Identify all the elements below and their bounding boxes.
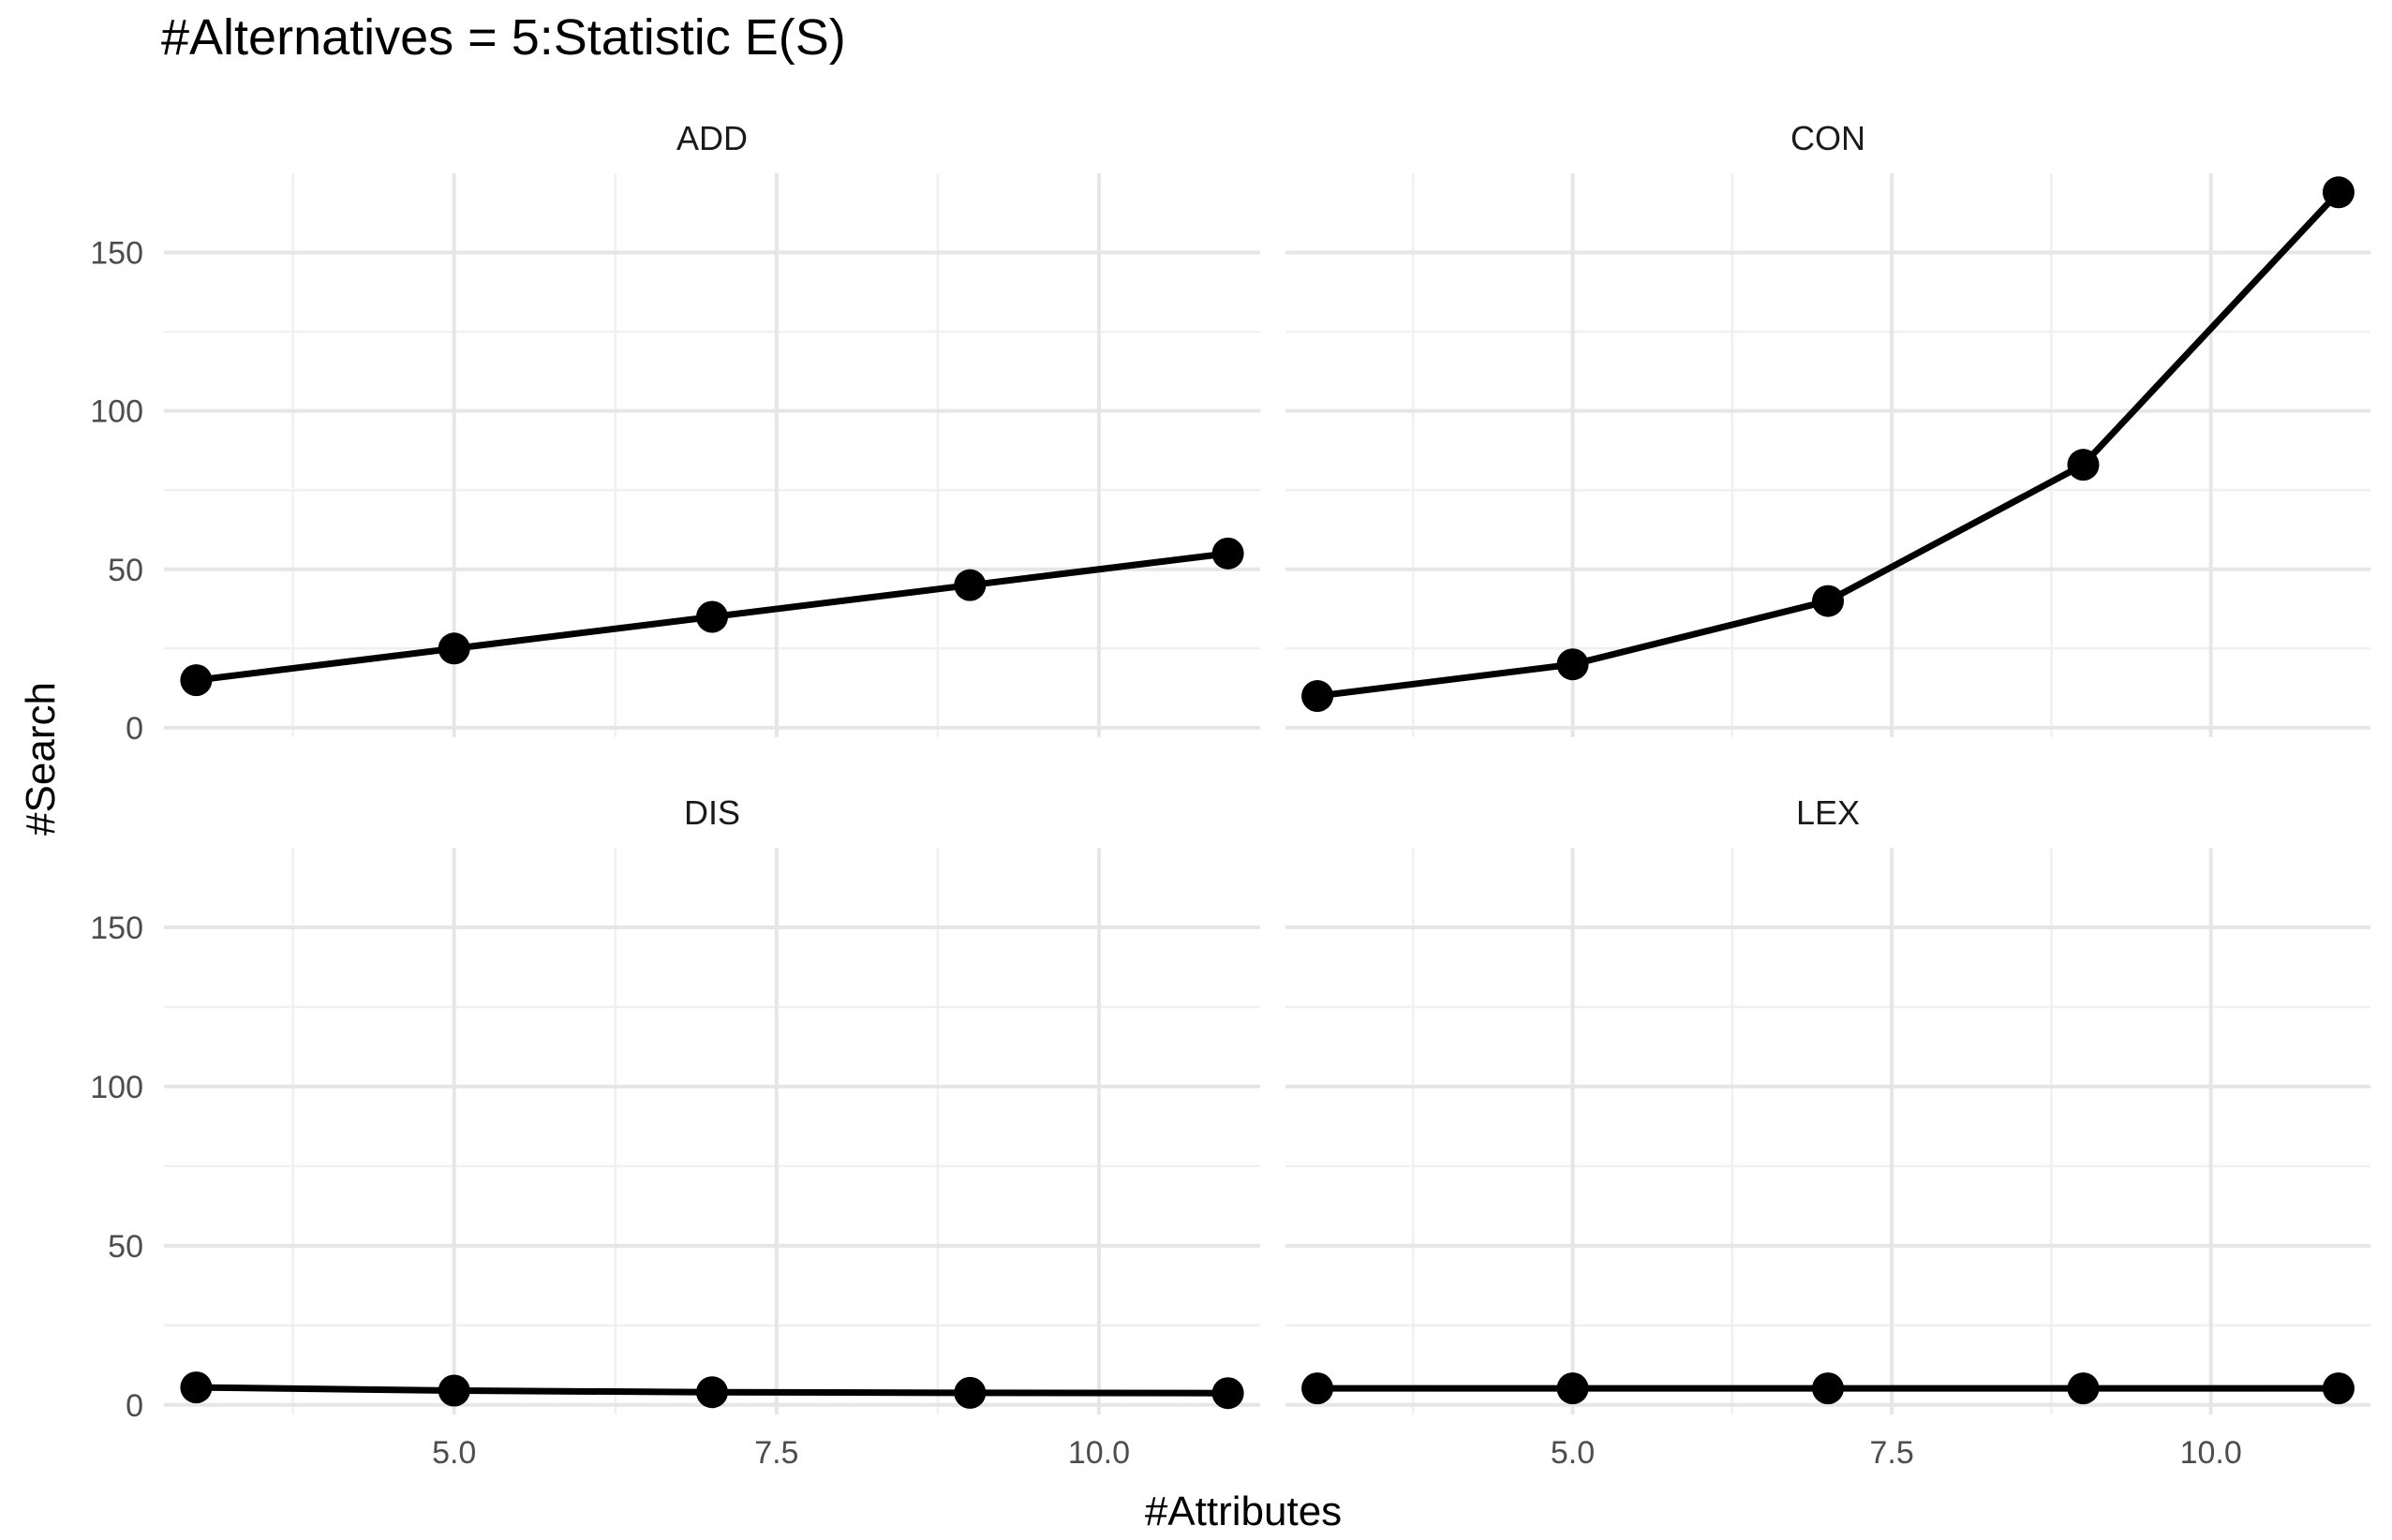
data-point xyxy=(2322,176,2355,209)
x-tick-label: 10.0 xyxy=(2180,1435,2242,1471)
y-tick-label: 100 xyxy=(90,394,143,430)
facet-panel: ADD 0 50 100 150 xyxy=(90,119,1260,747)
x-tick-label: 5.0 xyxy=(432,1435,476,1471)
y-tick-label: 50 xyxy=(108,1229,143,1265)
data-point xyxy=(2067,449,2100,481)
data-point xyxy=(438,632,470,665)
data-point xyxy=(1211,537,1244,570)
data-point xyxy=(696,600,728,633)
x-tick-label: 7.5 xyxy=(1869,1435,1913,1471)
data-point xyxy=(180,664,213,697)
facet-strip-label: CON xyxy=(1790,119,1865,157)
data-point xyxy=(954,569,987,601)
facet-panel: LEX 5.0 7.5 10.0 xyxy=(1285,793,2370,1471)
data-point xyxy=(1812,585,1844,617)
facet-panel: CON xyxy=(1285,119,2370,737)
facet-strip-label: DIS xyxy=(684,793,740,832)
data-point xyxy=(1301,1372,1334,1405)
x-tick-label: 5.0 xyxy=(1551,1435,1595,1471)
x-tick-label: 7.5 xyxy=(754,1435,798,1471)
x-axis-title: #Attributes xyxy=(1145,1488,1342,1534)
chart-title: #Alternatives = 5:Statistic E(S) xyxy=(161,9,846,66)
y-tick-label: 50 xyxy=(108,553,143,588)
data-point xyxy=(1211,1377,1244,1410)
data-point xyxy=(1556,1372,1589,1405)
y-tick-label: 100 xyxy=(90,1070,143,1105)
y-tick-label: 150 xyxy=(90,236,143,272)
data-point xyxy=(180,1371,213,1404)
data-point xyxy=(1301,680,1334,713)
y-tick-label: 0 xyxy=(126,711,143,747)
facet-strip-label: LEX xyxy=(1796,793,1860,832)
data-point xyxy=(1556,648,1589,681)
series-line xyxy=(1314,188,2342,700)
data-point xyxy=(696,1376,728,1409)
y-axis-title: #Search xyxy=(18,682,64,836)
data-point xyxy=(1812,1372,1844,1405)
y-tick-label: 0 xyxy=(126,1388,143,1424)
data-point xyxy=(2322,1372,2355,1405)
data-point xyxy=(954,1376,987,1409)
x-tick-label: 10.0 xyxy=(1068,1435,1130,1471)
facet-strip-label: ADD xyxy=(676,119,748,157)
data-point xyxy=(2067,1372,2100,1405)
data-point xyxy=(438,1374,470,1407)
y-tick-label: 150 xyxy=(90,911,143,946)
facet-panel: DIS 0 50 100 150 5.0 7.5 10.0 xyxy=(90,793,1260,1471)
